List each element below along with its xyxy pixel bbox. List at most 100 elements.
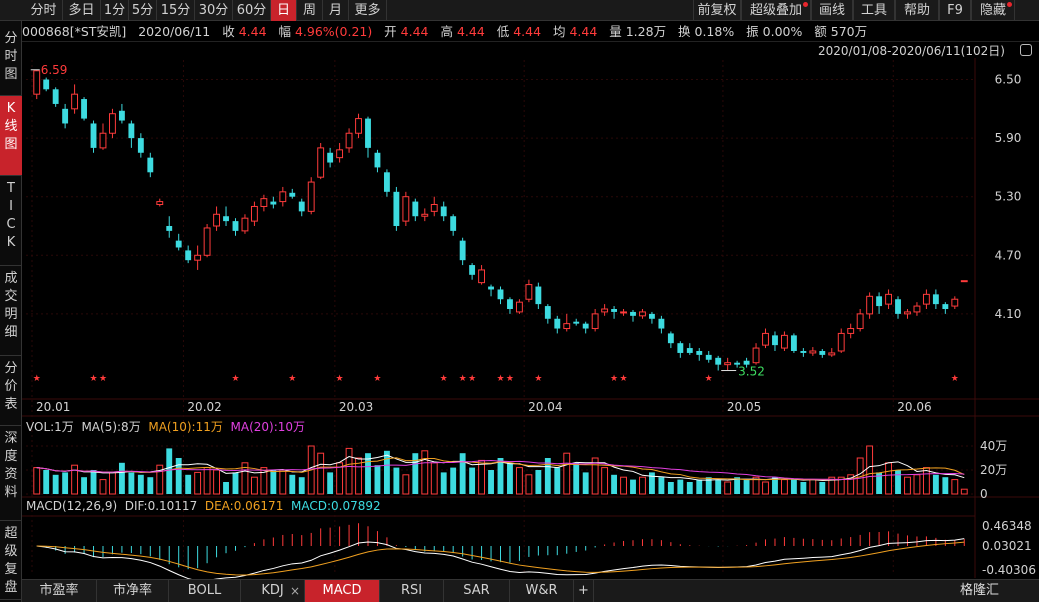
period-tab-2[interactable]: 1分 [101,0,129,21]
period-tab-8[interactable]: 周 [297,0,323,21]
sidebar-tab-2[interactable]: T I C K [0,176,22,266]
indicator-tab-4[interactable]: MACD [305,580,380,602]
toolbar-button-2[interactable]: 画线 [811,0,853,21]
toolbar-button-5[interactable]: F9 [939,0,971,21]
top-toolbar: 分时 多日 1分 5分 15分 30分 60分日周月更多 前复权 超级叠加 画线 工具 帮助 F9 隐藏 [0,0,1039,21]
period-tab-3[interactable]: 5分 [129,0,157,21]
indicator-tab-2[interactable]: BOLL [169,580,241,602]
candle-body-up [317,147,325,178]
volume-bar-up [781,479,788,495]
period-tab-7[interactable]: 日 [271,0,297,21]
sidebar-tab-5[interactable]: 深 度 资 料 [0,426,22,521]
toolbar-button-4[interactable]: 帮助 [895,0,939,21]
indicator-tab-3[interactable]: KDJ × [241,580,305,602]
min-price-label: 3.52 [738,365,765,379]
toolbar-button-1[interactable]: 超级叠加 [741,0,811,21]
period-tab-9[interactable]: 月 [323,0,349,21]
event-star-icon: ★ [534,374,542,384]
change-value: 4.96%(0.21) [294,24,373,39]
volume-bar-down [686,482,693,494]
candle-body-up [156,201,164,206]
indicator-tab-0[interactable]: 市盈率 [22,580,97,602]
candle-body-up [421,213,429,217]
y-tick: 4.10 [995,307,1022,321]
candle-body-down [649,313,655,319]
date-range: 2020/01/08-2020/06/11(102日) [818,44,1005,58]
volume-bar-up [847,474,855,495]
high-label: 高 [440,24,453,39]
candle-body-down [298,201,305,212]
candle-body-up [279,191,287,203]
volume-bar-up [421,450,429,495]
indicator-tab-5[interactable]: RSI [380,580,444,602]
volume-bar-up [156,464,164,495]
indicator-tab-8[interactable]: + [574,580,594,602]
volume-bar-down [573,462,580,494]
volume-bar-down [232,472,239,494]
sidebar-tab-4[interactable]: 分 价 表 [0,356,22,426]
indicator-tab-6[interactable]: SAR [444,580,510,602]
event-star-icon: ★ [610,374,618,384]
event-star-icon: ★ [496,374,504,384]
period-tab-6[interactable]: 60分 [233,0,271,21]
volume-bar-down [677,479,684,494]
candle-body-down [374,152,381,168]
period-tab-5[interactable]: 30分 [195,0,233,21]
event-star-icon: ★ [99,374,107,384]
candle-body-down [667,333,674,344]
volume-bar-down [440,472,447,494]
volume-bar-down [393,467,400,494]
macd-y-tick: -0.40306 [982,563,1036,577]
period-tab-0[interactable]: 分时 [25,0,63,21]
volume-bar-down [383,450,390,494]
sidebar-tab-3[interactable]: 成 交 明 细 [0,266,22,356]
volume-bar-down [327,472,334,494]
volume-bar-down [819,482,826,494]
candle-body-up [951,298,959,307]
volume-bar-down [667,482,674,494]
close-icon[interactable]: × [289,584,300,598]
volume-bar-up [194,471,202,495]
macd-y-tick: 0.03021 [982,539,1032,553]
event-star-icon: ★ [440,374,448,384]
sidebar-tab-6[interactable]: 超 级 复 盘 [0,521,22,600]
indicator-tab-1[interactable]: 市净率 [97,580,169,602]
volume-bar-up [866,445,874,495]
sidebar-tab-1[interactable]: K 线 图 [0,96,22,176]
close-label: 收 [222,24,235,39]
candle-body-down [715,357,722,365]
candle-body-down [383,172,390,192]
toolbar-button-0[interactable]: 前复权 [693,0,741,21]
macd-legend-label: MACD(12,26,9) [26,499,118,513]
vol-label: 量 [609,24,622,39]
candle-body-down [469,265,476,275]
period-tab-10[interactable]: 更多 [349,0,387,21]
volume-bar-down [62,472,69,494]
x-tick: 20.01 [36,400,70,414]
event-star-icon: ★ [33,374,41,384]
toolbar-button-3[interactable]: 工具 [853,0,895,21]
candle-body-down [544,306,551,319]
event-star-icon: ★ [231,374,239,384]
amount-value: 570万 [830,24,868,39]
candle-body-down [677,343,684,353]
candle-body-down [705,354,712,360]
candle-body-up [828,352,836,356]
period-tab-1[interactable]: 多日 [63,0,101,21]
indicator-tab-7[interactable]: W&R [510,580,574,602]
candle-body-down [232,221,239,231]
volume-legend: VOL:1万 MA(5):8万 MA(10):11万 MA(20):10万 [26,418,305,435]
range-toggle-icon[interactable] [1020,44,1032,56]
toolbar-button-6[interactable]: 隐藏 [971,0,1015,21]
period-tab-4[interactable]: 15分 [157,0,195,21]
candle-body-up [960,280,968,283]
candle-body-down [147,157,154,173]
volume-bar-down [535,470,542,494]
candle-body-up [563,323,571,330]
candle-body-up [620,311,627,314]
volume-bar-up [620,476,627,495]
sidebar-tab-0[interactable]: 分 时 图 [0,26,22,96]
candle-body-up [866,295,874,315]
volume-bar-up [563,452,571,495]
